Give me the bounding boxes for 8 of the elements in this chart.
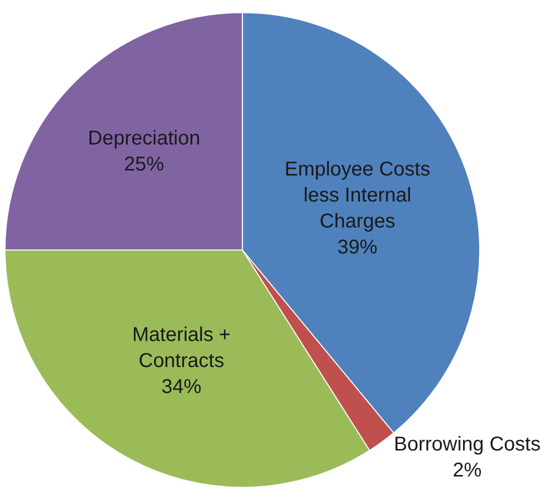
data-label: 34%	[161, 376, 202, 398]
data-label: 2%	[452, 460, 482, 482]
slice-label: Employee Costs less Internal Charges	[284, 158, 430, 233]
slice-label: Borrowing Costs	[394, 434, 541, 456]
slice-label: Depreciation	[88, 128, 200, 150]
slice-label: Materials + Contracts	[132, 324, 231, 372]
data-label: 39%	[337, 236, 378, 259]
data-label: 25%	[124, 154, 164, 176]
